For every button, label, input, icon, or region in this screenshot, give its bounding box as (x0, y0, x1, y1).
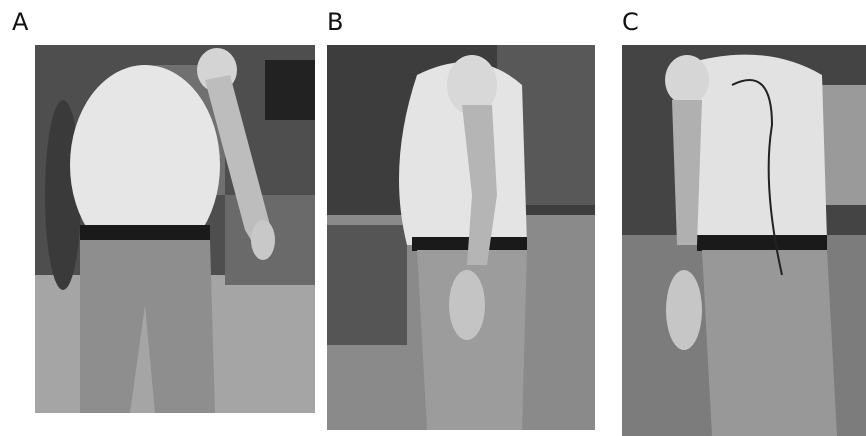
photo-clip (622, 45, 866, 436)
photo-clip (327, 45, 595, 430)
hand (666, 270, 702, 350)
belt (697, 235, 827, 251)
panel-label: C (622, 8, 639, 36)
photo-clip (35, 45, 315, 413)
panel-label: A (12, 8, 29, 36)
panel-label: B (327, 8, 343, 36)
pants (702, 250, 837, 436)
hand (251, 220, 275, 260)
monitor (265, 60, 315, 120)
figure: A B C (0, 0, 866, 436)
photo-panel (622, 45, 866, 436)
shoulder (665, 55, 709, 105)
photo-panel (327, 45, 595, 430)
table (327, 225, 407, 345)
prosthetic-arm (672, 100, 702, 245)
page: A B C (() => { const data = JSON.parse(d… (0, 0, 866, 436)
hand (449, 270, 485, 340)
belt (80, 225, 210, 241)
photo-panel (35, 45, 315, 413)
